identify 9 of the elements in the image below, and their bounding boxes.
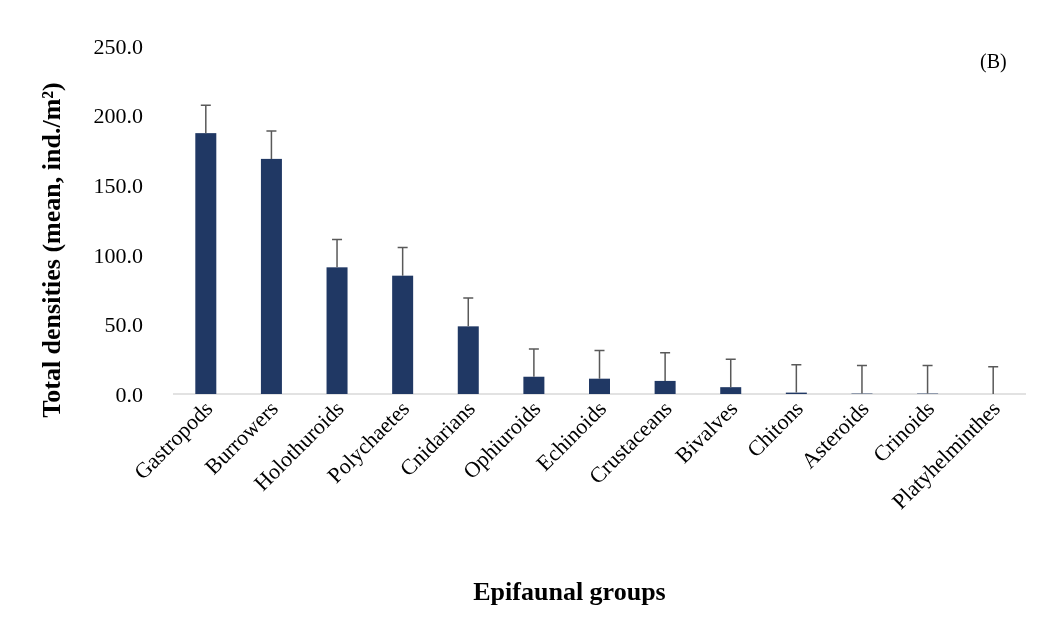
y-tick-label: 200.0 xyxy=(93,103,143,129)
x-axis-title: Epifaunal groups xyxy=(473,577,666,606)
y-tick-label: 50.0 xyxy=(104,312,143,338)
y-tick-label: 100.0 xyxy=(93,242,143,268)
y-tick-label: 150.0 xyxy=(93,172,143,198)
y-axis-title: Total densities (mean, ind./m²) xyxy=(37,82,66,418)
y-tick-label: 0.0 xyxy=(115,381,143,407)
y-tick-label: 250.0 xyxy=(93,33,143,59)
annotation: (B) xyxy=(980,50,1007,73)
